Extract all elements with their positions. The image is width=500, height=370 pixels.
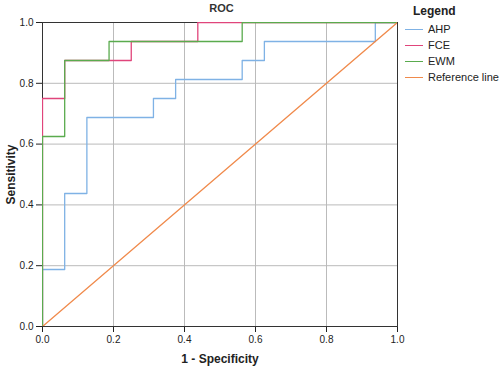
svg-text:0.0: 0.0 [36, 334, 50, 345]
svg-text:0.8: 0.8 [320, 334, 334, 345]
html-text:Reference line: Reference line [428, 71, 499, 83]
svg-text:0.4: 0.4 [178, 334, 192, 345]
html-text:ROC: ROC [209, 2, 234, 14]
svg-text:1.0: 1.0 [20, 17, 34, 28]
svg-text:1 - Specificity: 1 - Specificity [181, 352, 259, 366]
svg-text:0.0: 0.0 [20, 321, 34, 332]
html-text:FCE: FCE [428, 39, 450, 51]
svg-text:0.4: 0.4 [20, 199, 34, 210]
svg-text:1.0: 1.0 [391, 334, 405, 345]
svg-text:0.6: 0.6 [249, 334, 263, 345]
svg-text:Sensitivity: Sensitivity [4, 144, 18, 204]
svg-text:0.6: 0.6 [20, 138, 34, 149]
svg-text:0.2: 0.2 [107, 334, 121, 345]
html-text:EWM: EWM [428, 55, 455, 67]
svg-text:0.8: 0.8 [20, 78, 34, 89]
html-text:Legend: Legend [413, 4, 456, 18]
svg-text:0.2: 0.2 [20, 260, 34, 271]
html-text:AHP: AHP [428, 23, 451, 35]
